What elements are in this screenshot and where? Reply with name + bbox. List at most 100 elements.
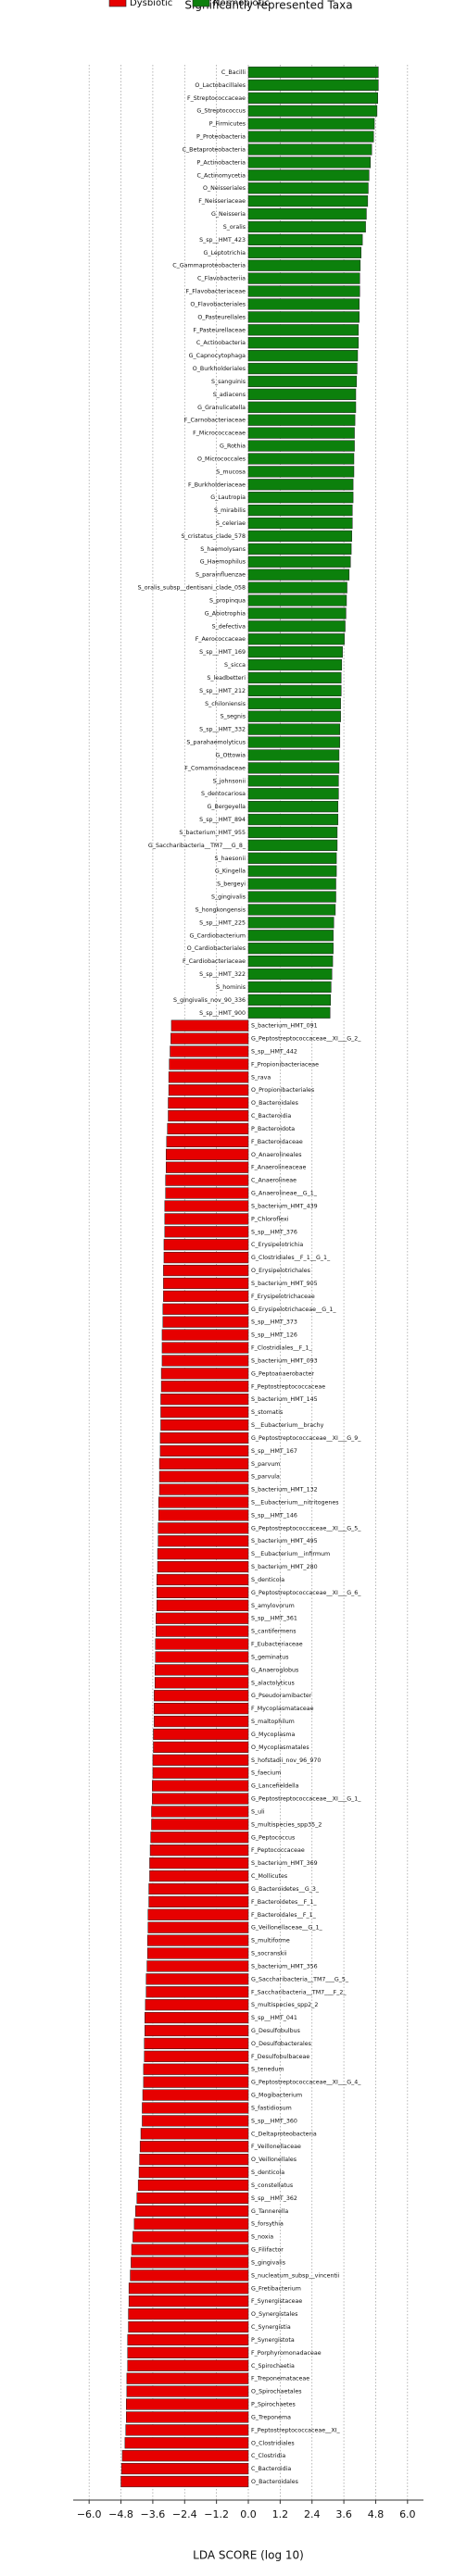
bar (247, 788, 339, 800)
bar-label: G_Saccharibacteria__TM7___G_5_ (251, 1976, 349, 1982)
bar-label: F_Bacteroidetes__F_1_ (251, 1899, 317, 1906)
bar (146, 1947, 249, 1959)
bar-label: S_mirabilis (214, 507, 246, 514)
bar (156, 1625, 249, 1637)
bar-label: S_mucosa (216, 469, 246, 475)
bar-label: O_Pasteurellales (197, 314, 246, 320)
bar-label: S_sp__HMT_361 (251, 1616, 297, 1622)
bar (120, 2462, 249, 2475)
bar (247, 865, 337, 877)
bar-label: S_bacterium_HMT_132 (251, 1487, 318, 1494)
bar-label: S_bacterium_HMT_280 (251, 1564, 318, 1570)
bar-label: G_Peptostreptococcaceae__XI___G_4_ (251, 2080, 361, 2086)
bar-label: S_maltophilum (251, 1719, 295, 1725)
bar-label: F_Peptococcaceae (251, 1847, 305, 1854)
bar-label: S_cristatus_clade_578 (181, 533, 246, 540)
bar (146, 1960, 249, 1972)
bar-label: S_parainfluenzae (196, 572, 246, 579)
bar-label: G_Peptostreptococcaceae__XI___G_2_ (251, 1036, 361, 1043)
bar (144, 2050, 249, 2062)
bar-label: F_Synergistaceae (251, 2298, 302, 2305)
bar (143, 2076, 249, 2088)
bar-label: G_Haemophilus (200, 559, 246, 566)
bar (165, 1174, 249, 1186)
bar-label: S_oralis_subsp__dentisani_clade_058 (138, 585, 246, 592)
bar-label: F_Desulfobulbaceae (251, 2054, 309, 2060)
bar-label: G_Peptostreptococcaceae__XI___G_6_ (251, 1590, 361, 1596)
bar-label: G_Peptostreptococcaceae__XI___G_1_ (251, 1796, 361, 1803)
bar (153, 1741, 249, 1753)
bar (247, 233, 363, 245)
bar (247, 801, 339, 813)
bar (247, 762, 340, 774)
bar-label: F_Veillonellaceae (251, 2144, 301, 2150)
bar (247, 581, 347, 594)
bar-label: S_gingivalis_nov_90_336 (173, 997, 246, 1004)
bar-label: F_Neisseriaceae (198, 198, 246, 205)
bar (121, 2450, 249, 2462)
bar (170, 1045, 249, 1057)
bar (160, 1394, 249, 1406)
bar-label: G_Granulicatella (197, 405, 246, 411)
bar-label: S_nucleatum_subsp__vincentii (251, 2272, 340, 2279)
x-tick-label: −6.0 (77, 2508, 102, 2520)
bar-label: G_Bacteroidetes__G_3_ (251, 1886, 320, 1893)
bar-label: S_sp__HMT_900 (199, 1010, 246, 1017)
bar-label: P_Spirochaetes (251, 2402, 296, 2408)
bar (160, 1368, 249, 1380)
bar-label: S_sp__HMT_169 (199, 649, 246, 656)
bar-label: F_Treponemataceae (251, 2376, 309, 2382)
bar (247, 543, 352, 555)
bar (247, 904, 336, 916)
bar-label: F_Flavobacteriaceae (185, 289, 246, 295)
bar (151, 1806, 249, 1818)
bar-label: S_bacterium_HMT_145 (251, 1396, 318, 1403)
bar-label: P_Proteobacteria (196, 134, 246, 141)
bar (133, 2218, 249, 2230)
bar-label: S_forsythia (251, 2221, 284, 2228)
bar-label: G_Pseudoramibacter (251, 1693, 312, 1699)
bar (145, 1986, 249, 1998)
bar (128, 2320, 249, 2333)
bar (131, 2244, 249, 2256)
bar-label: G_Anaerolineae__G_1_ (251, 1191, 318, 1197)
bar-label: G_Saccharibacteria__TM7___G_8_ (148, 843, 246, 849)
bar (247, 736, 341, 748)
bar (162, 1316, 249, 1328)
bar (120, 2475, 249, 2488)
bar-label: G_Mogibacterium (251, 2093, 302, 2099)
bar-label: S_fastidiosum (251, 2105, 292, 2111)
bar-label: S_cantifermens (251, 1629, 297, 1635)
bar (156, 1586, 249, 1598)
bar (158, 1457, 249, 1469)
bar-label: S_sp__HMT_362 (251, 2195, 297, 2202)
bar-label: O_Erysipelotrichales (251, 1268, 310, 1274)
bar-label: O_Spirochaetales (251, 2389, 302, 2395)
bar (139, 2154, 249, 2166)
bar (162, 1303, 249, 1315)
bar (160, 1419, 249, 1432)
bar-label: S_multiforme (251, 1938, 290, 1945)
bar-label: G_Cardiobacterium (190, 932, 246, 939)
bar-label: F_Propionibacteriaceae (251, 1061, 319, 1068)
bar (247, 285, 360, 297)
bar-label: S_parahaemolyticus (186, 740, 246, 746)
bar (247, 169, 370, 181)
bar-label: P_Bacteroidota (251, 1126, 295, 1132)
bar-label: S_sp__HMT_126 (251, 1332, 297, 1339)
bar (148, 1895, 249, 1907)
bar-label: P_Synergistota (251, 2337, 295, 2344)
bar (142, 2089, 249, 2101)
bar-label: G_Fretibacterium (251, 2285, 301, 2292)
bar (148, 1882, 249, 1895)
bar-label: O_Neisseriales (203, 185, 246, 192)
bar-label: G_Lautropia (210, 494, 246, 501)
bar (247, 207, 367, 220)
bar-label: S_johnsonii (213, 778, 246, 784)
bar (247, 105, 378, 117)
bar-label: S_propinqua (209, 597, 246, 604)
bar (247, 440, 355, 452)
bar (147, 1908, 249, 1920)
bar-label: S_bacterium_HMT_091 (251, 1023, 318, 1030)
bar (126, 2398, 249, 2410)
